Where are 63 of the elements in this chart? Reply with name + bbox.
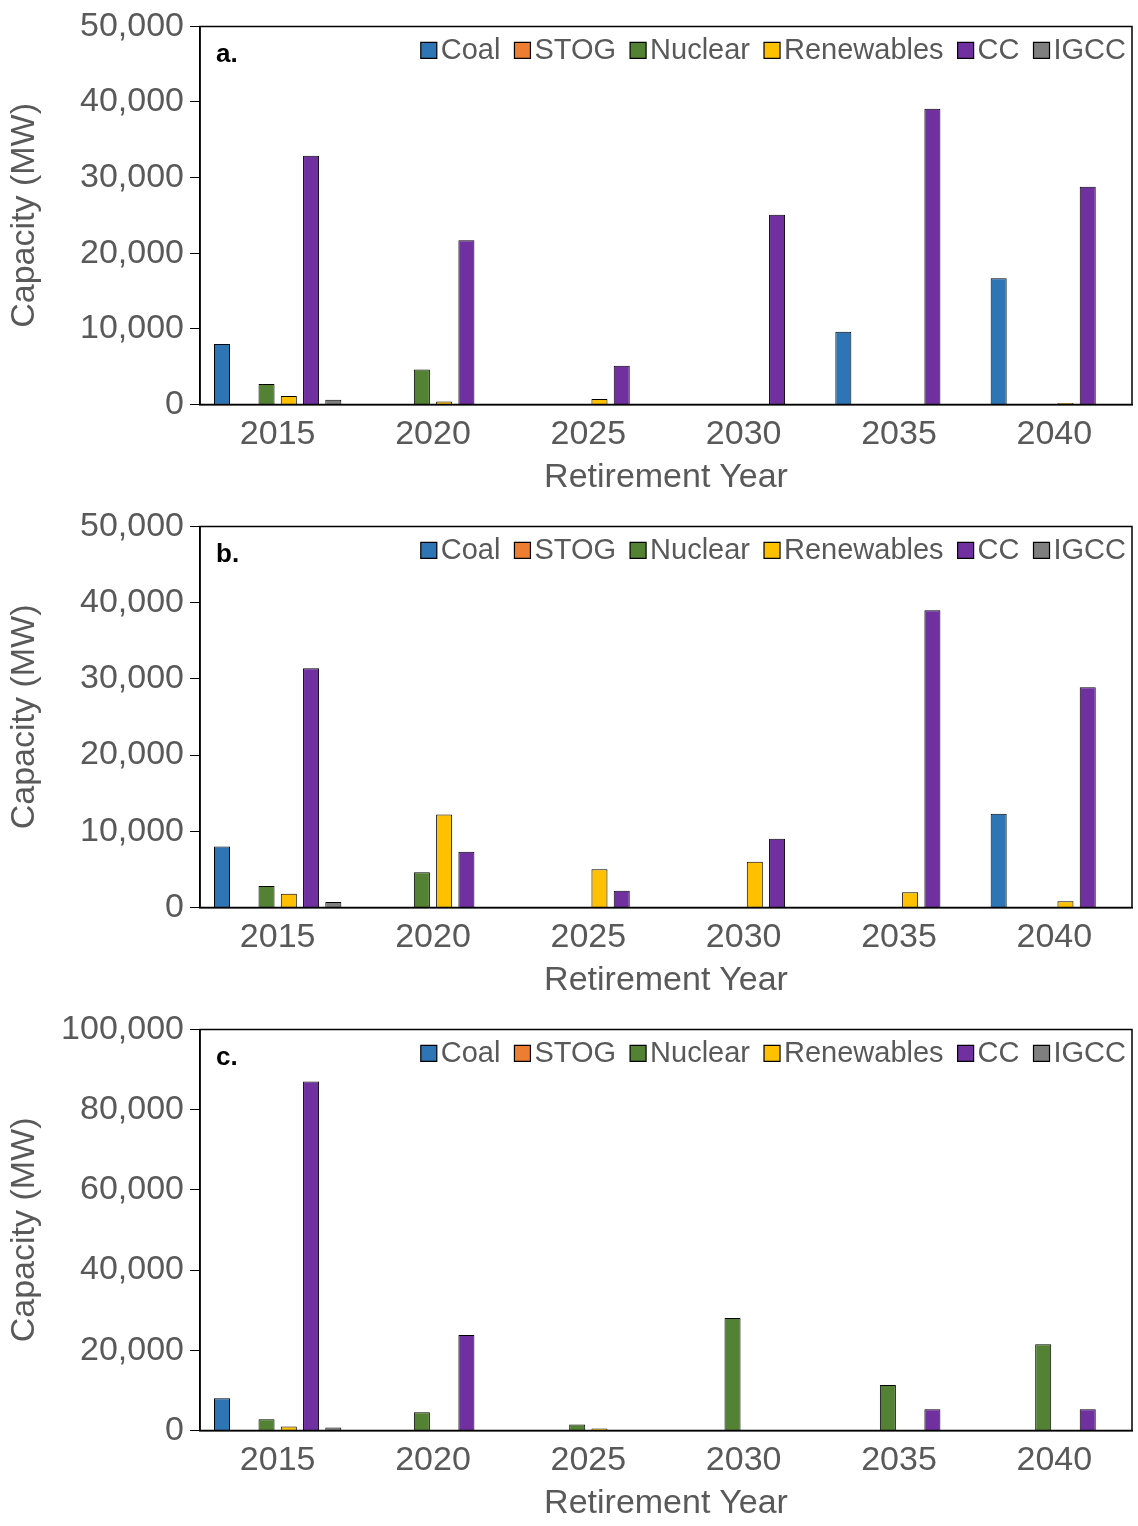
legend-label: IGCC	[1053, 1036, 1126, 1069]
y-tick-label: 50,000	[80, 504, 184, 543]
x-tick-label: 2040	[1016, 1439, 1093, 1478]
y-axis-title: Capacity (MW)	[2, 604, 41, 830]
x-tick-label: 2030	[705, 916, 782, 955]
legend-label: STOG	[534, 1036, 617, 1069]
legend-label: CC	[977, 1036, 1020, 1069]
y-tick-label: 0	[165, 1408, 184, 1447]
y-tick-label: 20,000	[80, 1328, 184, 1367]
x-tick-label: 2015	[239, 413, 316, 452]
x-tick-label: 2030	[705, 413, 782, 452]
x-tick-label: 2035	[861, 1439, 937, 1478]
x-tick-label: 2025	[550, 413, 627, 452]
x-tick-label: 2035	[861, 916, 937, 955]
x-axis-title: Retirement Year	[544, 455, 788, 494]
y-tick-label: 30,000	[80, 657, 184, 696]
legend-label: IGCC	[1053, 33, 1126, 66]
x-tick-label: 2025	[550, 1439, 627, 1478]
legend-label: Renewables	[784, 1036, 944, 1069]
y-tick-label: 40,000	[80, 1248, 184, 1287]
x-tick-label: 2030	[705, 1439, 782, 1478]
text: a.	[216, 37, 238, 68]
legend-label: Nuclear	[650, 33, 751, 66]
legend-label: IGCC	[1053, 533, 1126, 566]
y-tick-label: 20,000	[80, 231, 184, 270]
legend-label: Coal	[440, 33, 501, 66]
legend-label: Coal	[440, 533, 501, 566]
legend-label: Coal	[440, 1036, 501, 1069]
y-tick-label: 50,000	[80, 4, 184, 43]
legend-label: STOG	[534, 33, 617, 66]
x-tick-label: 2015	[239, 1439, 316, 1478]
legend-label: Nuclear	[650, 1036, 751, 1069]
y-axis-title: Capacity (MW)	[2, 1117, 41, 1343]
legend-label: STOG	[534, 533, 617, 566]
y-tick-label: 0	[165, 885, 184, 924]
y-tick-label: 20,000	[80, 733, 184, 772]
legend-label: Renewables	[784, 33, 944, 66]
y-tick-label: 40,000	[80, 580, 184, 619]
legend-label: CC	[977, 33, 1020, 66]
text: c.	[216, 1040, 238, 1071]
y-tick-label: 100,000	[61, 1007, 184, 1046]
legend-label: CC	[977, 533, 1020, 566]
x-tick-label: 2035	[861, 413, 937, 452]
legend-label: Renewables	[784, 533, 944, 566]
y-tick-label: 40,000	[80, 80, 184, 119]
y-axis-title: Capacity (MW)	[2, 103, 41, 328]
x-tick-label: 2040	[1016, 916, 1093, 955]
x-tick-label: 2040	[1016, 413, 1093, 452]
y-tick-label: 60,000	[80, 1168, 184, 1207]
text: b.	[216, 537, 240, 568]
x-axis-title: Retirement Year	[544, 1481, 788, 1520]
y-tick-label: 10,000	[80, 809, 184, 848]
y-tick-label: 10,000	[80, 307, 184, 346]
x-tick-label: 2020	[395, 916, 471, 955]
x-tick-label: 2020	[395, 413, 471, 452]
y-tick-label: 0	[165, 382, 184, 421]
y-tick-label: 80,000	[80, 1087, 184, 1126]
y-tick-label: 30,000	[80, 155, 184, 194]
x-tick-label: 2015	[239, 916, 316, 955]
x-tick-label: 2020	[395, 1439, 471, 1478]
x-axis-title: Retirement Year	[544, 958, 788, 997]
x-tick-label: 2025	[550, 916, 627, 955]
legend-label: Nuclear	[650, 533, 751, 566]
